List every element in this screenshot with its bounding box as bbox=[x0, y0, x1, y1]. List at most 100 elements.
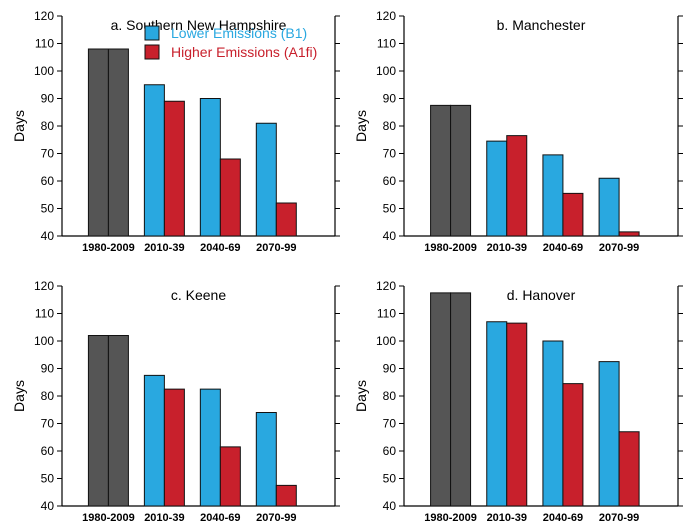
y-axis-label: Days bbox=[353, 380, 369, 412]
y-tick-label: 120 bbox=[34, 9, 54, 23]
x-tick-label: 2010-39 bbox=[144, 242, 184, 254]
bar-higher-emissions-2070-99 bbox=[618, 231, 640, 237]
bar-lower-emissions-2010-39 bbox=[143, 84, 165, 237]
x-tick-label: 2070-99 bbox=[256, 512, 296, 524]
panel-hanover: 40 50 60 70 80 90 100 110 120 Days d. Hanover 1980-… bbox=[353, 279, 683, 524]
panel-keene: 40 50 60 70 80 90 100 110 120 Days c. Keene 1980-20… bbox=[11, 279, 340, 524]
x-tick-label: 2010-39 bbox=[487, 512, 527, 524]
x-tick-label: 2010-39 bbox=[487, 242, 527, 254]
y-tick-label: 50 bbox=[41, 202, 55, 216]
bar-historical-1980-2009 bbox=[450, 292, 472, 507]
x-tick-label: 2040-69 bbox=[543, 512, 583, 524]
y-tick-label: 50 bbox=[41, 472, 55, 486]
bar-higher-emissions-2070-99 bbox=[618, 431, 640, 507]
legend-label-higher-emissions-a1fi: Higher Emissions (A1fi) bbox=[171, 44, 317, 60]
bar-lower-emissions-2070-99 bbox=[255, 412, 277, 507]
bar-higher-emissions-2040-69 bbox=[562, 383, 584, 507]
x-tick-label: 1980-2009 bbox=[424, 512, 477, 524]
x-tick-label: 1980-2009 bbox=[82, 242, 135, 254]
y-tick-label: 90 bbox=[41, 362, 55, 376]
y-tick-label: 100 bbox=[34, 334, 54, 348]
bar-higher-emissions-2010-39 bbox=[163, 100, 185, 237]
y-tick-label: 70 bbox=[383, 417, 397, 431]
bar-higher-emissions-2010-39 bbox=[163, 388, 185, 507]
x-tick-label: 2070-99 bbox=[599, 242, 639, 254]
bar-higher-emissions-2040-69 bbox=[219, 158, 241, 237]
legend-swatch-lower-emissions-b1 bbox=[144, 25, 160, 41]
y-tick-label: 120 bbox=[376, 9, 396, 23]
y-tick-label: 100 bbox=[376, 64, 396, 78]
bar-historical-1980-2009 bbox=[430, 104, 452, 237]
panel-manchester: 40 50 60 70 80 90 100 110 120 Days b. Manchester 19… bbox=[353, 9, 683, 254]
y-tick-label: 90 bbox=[41, 92, 55, 106]
y-tick-label: 60 bbox=[383, 174, 397, 188]
y-tick-label: 70 bbox=[383, 147, 397, 161]
bar-higher-emissions-2040-69 bbox=[219, 446, 241, 507]
y-tick-label: 50 bbox=[383, 202, 397, 216]
bar-lower-emissions-2010-39 bbox=[486, 140, 508, 237]
x-tick-label: 1980-2009 bbox=[424, 242, 477, 254]
y-axis-label: Days bbox=[11, 380, 27, 412]
x-tick-label: 2070-99 bbox=[256, 242, 296, 254]
x-tick-label: 2040-69 bbox=[200, 512, 240, 524]
y-tick-label: 100 bbox=[376, 334, 396, 348]
y-tick-label: 60 bbox=[383, 444, 397, 458]
y-tick-label: 40 bbox=[41, 499, 55, 513]
y-tick-label: 90 bbox=[383, 92, 397, 106]
y-axis-label: Days bbox=[353, 110, 369, 142]
y-tick-label: 40 bbox=[383, 499, 397, 513]
y-tick-label: 50 bbox=[383, 472, 397, 486]
bar-lower-emissions-2040-69 bbox=[199, 98, 221, 237]
bar-lower-emissions-2070-99 bbox=[598, 361, 620, 507]
bar-historical-1980-2009 bbox=[107, 335, 129, 507]
y-tick-label: 110 bbox=[377, 37, 396, 51]
bar-historical-1980-2009 bbox=[430, 292, 452, 507]
bar-historical-1980-2009 bbox=[87, 335, 109, 507]
y-tick-label: 80 bbox=[41, 389, 55, 403]
y-tick-label: 90 bbox=[383, 362, 397, 376]
bar-lower-emissions-2010-39 bbox=[143, 374, 165, 507]
bar-lower-emissions-2040-69 bbox=[542, 340, 564, 507]
y-tick-label: 70 bbox=[41, 147, 55, 161]
x-tick-label: 2040-69 bbox=[543, 242, 583, 254]
bar-higher-emissions-2070-99 bbox=[275, 484, 297, 507]
bar-higher-emissions-2010-39 bbox=[506, 322, 528, 507]
bar-historical-1980-2009 bbox=[107, 48, 129, 237]
y-tick-label: 70 bbox=[41, 417, 55, 431]
bar-lower-emissions-2010-39 bbox=[486, 321, 508, 507]
y-tick-label: 60 bbox=[41, 174, 55, 188]
bar-lower-emissions-2070-99 bbox=[598, 177, 620, 237]
y-tick-label: 80 bbox=[383, 119, 397, 133]
bar-lower-emissions-2040-69 bbox=[199, 388, 221, 507]
bar-higher-emissions-2040-69 bbox=[562, 192, 584, 237]
x-tick-label: 2070-99 bbox=[599, 512, 639, 524]
y-axis-label: Days bbox=[11, 110, 27, 142]
panel-title: d. Hanover bbox=[507, 287, 576, 303]
x-tick-label: 2040-69 bbox=[200, 242, 240, 254]
bar-lower-emissions-2070-99 bbox=[255, 122, 277, 237]
y-tick-label: 120 bbox=[34, 279, 54, 293]
bar-historical-1980-2009 bbox=[450, 104, 472, 237]
y-tick-label: 40 bbox=[41, 229, 55, 243]
y-tick-label: 120 bbox=[376, 279, 396, 293]
y-tick-label: 110 bbox=[35, 37, 54, 51]
panel-title: c. Keene bbox=[171, 287, 226, 303]
bar-higher-emissions-2070-99 bbox=[275, 202, 297, 237]
legend-label-lower-emissions-b1: Lower Emissions (B1) bbox=[171, 25, 307, 41]
y-tick-label: 80 bbox=[41, 119, 55, 133]
y-tick-label: 80 bbox=[383, 389, 397, 403]
y-tick-label: 100 bbox=[34, 64, 54, 78]
x-tick-label: 1980-2009 bbox=[82, 512, 135, 524]
legend: Lower Emissions (B1) Higher Emissions (A1… bbox=[144, 25, 317, 60]
y-tick-label: 60 bbox=[41, 444, 55, 458]
bar-historical-1980-2009 bbox=[87, 48, 109, 237]
bar-higher-emissions-2010-39 bbox=[506, 135, 528, 237]
y-tick-label: 110 bbox=[35, 307, 54, 321]
legend-swatch-higher-emissions-a1fi bbox=[144, 44, 160, 60]
panel-title: b. Manchester bbox=[497, 17, 586, 33]
y-tick-label: 110 bbox=[377, 307, 396, 321]
y-tick-label: 40 bbox=[383, 229, 397, 243]
x-tick-label: 2010-39 bbox=[144, 512, 184, 524]
bar-lower-emissions-2040-69 bbox=[542, 154, 564, 237]
